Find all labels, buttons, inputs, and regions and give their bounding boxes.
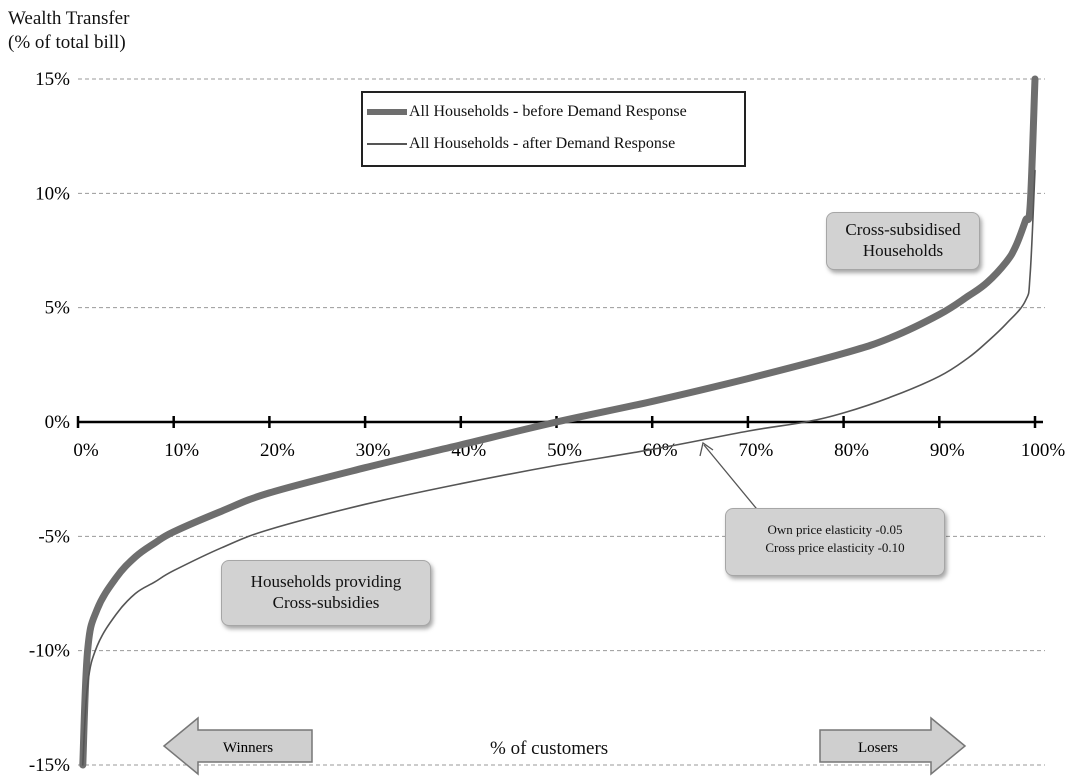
legend-entry-after: All Households - after Demand Response (363, 135, 675, 153)
x-tick-label: 10% (164, 440, 199, 461)
x-tick-label: 100% (1021, 440, 1066, 461)
gridlines (78, 78, 1045, 766)
losers-arrow: Losers (819, 716, 967, 776)
x-axis-title: % of customers (490, 738, 609, 759)
series-lines (79, 75, 1039, 769)
legend-label-before: All Households - before Demand Response (409, 103, 687, 120)
x-axis: 0% 10% 20% 30% 40% 50% 60% 70% 80% 90% 100% (73, 416, 1065, 461)
losers-label: Losers (858, 740, 898, 756)
providing-line-2: Cross-subsidies (272, 593, 380, 612)
y-tick-label: 0% (45, 412, 71, 433)
y-tick-label: 10% (35, 183, 70, 204)
legend-swatch-after (367, 143, 407, 145)
winners-label: Winners (223, 740, 273, 756)
series-after-line (82, 169, 1036, 766)
x-tick-label: 60% (643, 440, 678, 461)
legend-label-after: All Households - after Demand Response (409, 135, 676, 152)
y-axis-title-line-2: (% of total bill) (8, 32, 126, 53)
y-axis-title-line-1: Wealth Transfer (8, 8, 130, 29)
x-tick-label: 90% (930, 440, 965, 461)
elasticity-line-1: Own price elasticity -0.05 (767, 522, 903, 537)
providing-line-1: Households providing (250, 572, 402, 591)
x-tick-label: 20% (260, 440, 295, 461)
y-tick-label: -15% (29, 755, 70, 776)
y-tick-label: 5% (45, 298, 71, 319)
x-tick-label: 0% (73, 440, 99, 461)
x-tick-label: 80% (834, 440, 869, 461)
cross-subsidised-box: Cross-subsidised Households (826, 212, 980, 270)
legend-swatch-before (367, 109, 407, 115)
x-tick-label: 70% (738, 440, 773, 461)
cross-subsidised-line-1: Cross-subsidised (845, 220, 961, 239)
series-before-line (79, 75, 1039, 769)
legend-entry-before: All Households - before Demand Response (363, 103, 687, 121)
y-tick-labels: 15% 10% 5% 0% -5% -10% -15% (29, 69, 70, 776)
winners-arrow: Winners (162, 716, 313, 776)
x-tick-label: 50% (547, 440, 582, 461)
elasticity-box: Own price elasticity -0.05 Cross price e… (725, 508, 945, 576)
x-tick-label: 30% (356, 440, 391, 461)
y-tick-label: -5% (38, 526, 70, 547)
legend: All Households - before Demand Response … (361, 91, 746, 167)
cross-subsidised-line-2: Households (862, 241, 944, 260)
y-tick-label: 15% (35, 69, 70, 90)
providing-subsidies-box: Households providing Cross-subsidies (221, 560, 431, 626)
elasticity-line-2: Cross price elasticity -0.10 (765, 540, 905, 555)
y-tick-label: -10% (29, 641, 70, 662)
